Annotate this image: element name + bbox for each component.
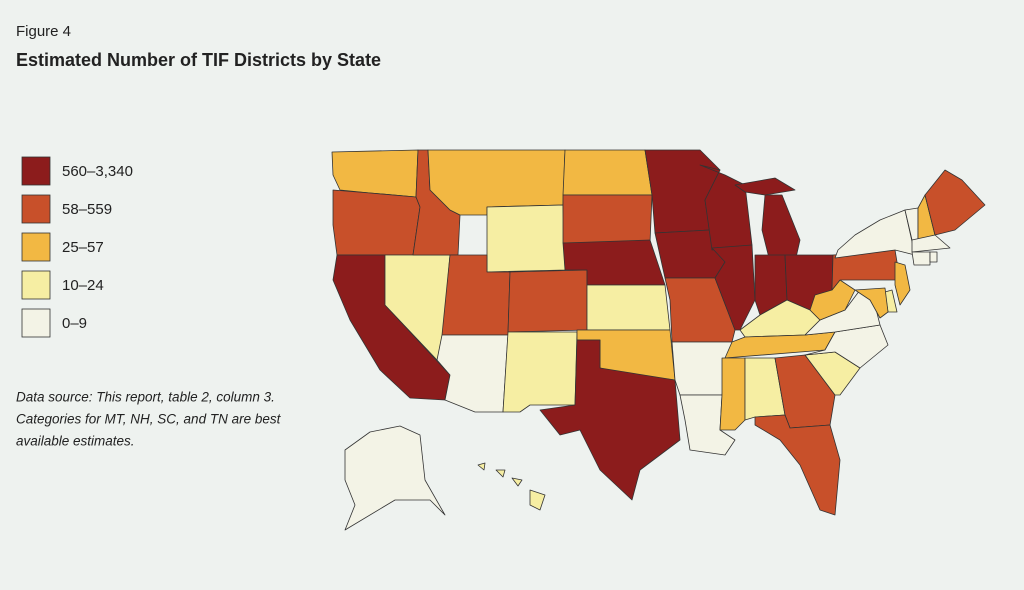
state-region [529,489,546,511]
state-region [911,251,931,266]
state-region [586,284,671,331]
state-region [507,269,588,333]
state-region [719,357,746,431]
legend-swatch [21,308,51,338]
state-region [486,204,566,273]
state-region [477,462,486,471]
state-region [502,331,578,413]
state-region [734,177,796,196]
state-region [562,194,653,244]
state-region [562,149,653,196]
state-region [711,244,756,331]
legend-label: 560–3,340 [62,163,133,180]
state-region [834,209,916,259]
source-note: Categories for MT, NH, SC, and TN are be… [16,412,282,427]
state-region [804,289,881,336]
legend-swatch [21,232,51,262]
state-region [911,234,951,253]
legend-label: 25–57 [62,239,104,256]
state-region [539,339,681,501]
state-region [344,425,446,531]
title: Estimated Number of TIF Districts by Sta… [16,50,381,70]
source-note: Data source: This report, table 2, colum… [16,390,275,405]
source-note: available estimates. [16,434,135,449]
state-region [331,149,419,198]
legend-label: 0–9 [62,315,87,332]
legend-label: 58–559 [62,201,112,218]
legend-label: 10–24 [62,277,104,294]
state-region [511,477,523,487]
state-region [924,169,986,236]
legend-swatch [21,270,51,300]
state-region [854,287,889,319]
state-region [929,251,938,263]
legend-swatch [21,194,51,224]
state-region [894,261,911,306]
figure-label: Figure 4 [16,23,71,40]
state-region [332,189,421,256]
state-region [761,194,801,263]
legend-swatch [21,156,51,186]
state-region [495,469,506,478]
state-region [754,414,841,516]
